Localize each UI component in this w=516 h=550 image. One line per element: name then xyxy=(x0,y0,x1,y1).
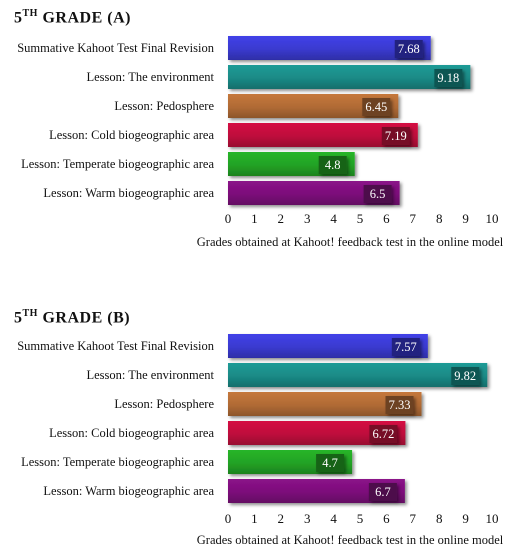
x-tick-label: 0 xyxy=(225,211,232,226)
x-tick-label: 10 xyxy=(486,511,499,526)
x-tick-label: 2 xyxy=(278,511,285,526)
category-label: Summative Kahoot Test Final Revision xyxy=(17,41,215,55)
x-tick-label: 0 xyxy=(225,511,232,526)
x-tick-label: 2 xyxy=(278,211,285,226)
x-tick-label: 3 xyxy=(304,211,311,226)
chart-title: 5TH GRADE (B) xyxy=(14,308,131,327)
value-label: 6.45 xyxy=(365,100,387,114)
x-tick-label: 6 xyxy=(383,511,390,526)
value-label-chip xyxy=(391,338,420,356)
x-tick-label: 7 xyxy=(410,211,417,226)
x-tick-label: 5 xyxy=(357,211,364,226)
x-tick-label: 8 xyxy=(436,511,443,526)
value-label-chip xyxy=(318,156,347,174)
value-label: 6.5 xyxy=(370,187,386,201)
value-label: 9.82 xyxy=(454,369,476,383)
x-tick-label: 7 xyxy=(410,511,417,526)
category-label: Lesson: Temperate biogeographic area xyxy=(21,455,214,469)
category-label: Lesson: Pedosphere xyxy=(114,397,214,411)
x-tick-label: 1 xyxy=(251,211,258,226)
value-label: 6.72 xyxy=(372,427,394,441)
value-label-chip xyxy=(434,69,463,87)
x-tick-label: 3 xyxy=(304,511,311,526)
value-label-chip xyxy=(381,127,410,145)
chart-panel-grade-b: 5TH GRADE (B) Summative Kahoot Test Fina… xyxy=(0,300,516,550)
x-tick-label: 5 xyxy=(357,511,364,526)
chart-panel-grade-a: 5TH GRADE (A) Summative Kahoot Test Fina… xyxy=(0,0,516,270)
value-label: 9.18 xyxy=(437,71,459,85)
x-tick-label: 8 xyxy=(436,211,443,226)
value-label: 4.7 xyxy=(322,456,338,470)
x-tick-label: 10 xyxy=(486,211,499,226)
category-label: Summative Kahoot Test Final Revision xyxy=(17,339,215,353)
category-label: Lesson: The environment xyxy=(86,368,214,382)
value-label-chip xyxy=(363,185,392,203)
value-label: 7.57 xyxy=(395,340,417,354)
bar xyxy=(228,65,471,89)
bar-chart-grade-a: Summative Kahoot Test Final Revision 7.68… xyxy=(17,36,504,249)
value-label: 7.19 xyxy=(385,129,407,143)
value-label-chip xyxy=(451,367,480,385)
bar xyxy=(228,363,488,387)
category-label: Lesson: The environment xyxy=(86,70,214,84)
x-tick-label: 4 xyxy=(330,211,337,226)
x-tick-label: 6 xyxy=(383,211,390,226)
value-label-chip xyxy=(368,483,397,501)
value-label-chip xyxy=(394,40,423,58)
value-label-chip xyxy=(369,425,398,443)
value-label: 6.7 xyxy=(375,485,391,499)
x-tick-label: 9 xyxy=(462,511,469,526)
category-label: Lesson: Warm biogeographic area xyxy=(43,186,214,200)
chart-title: 5TH GRADE (A) xyxy=(14,8,131,27)
x-axis-title: Grades obtained at Kahoot! feedback test… xyxy=(197,235,504,249)
x-tick-label: 4 xyxy=(330,511,337,526)
x-axis-title: Grades obtained at Kahoot! feedback test… xyxy=(197,533,504,547)
bar-chart-grade-b: Summative Kahoot Test Final Revision 7.57… xyxy=(17,334,504,547)
value-label: 7.68 xyxy=(398,42,420,56)
value-label-chip xyxy=(385,396,414,414)
category-label: Lesson: Warm biogeographic area xyxy=(43,484,214,498)
category-label: Lesson: Cold biogeographic area xyxy=(49,128,214,142)
x-tick-label: 1 xyxy=(251,511,258,526)
value-label-chip xyxy=(316,454,345,472)
x-tick-label: 9 xyxy=(462,211,469,226)
category-label: Lesson: Temperate biogeographic area xyxy=(21,157,214,171)
category-label: Lesson: Pedosphere xyxy=(114,99,214,113)
value-label-chip xyxy=(362,98,391,116)
category-label: Lesson: Cold biogeographic area xyxy=(49,426,214,440)
value-label: 4.8 xyxy=(325,158,341,172)
value-label: 7.33 xyxy=(389,398,411,412)
